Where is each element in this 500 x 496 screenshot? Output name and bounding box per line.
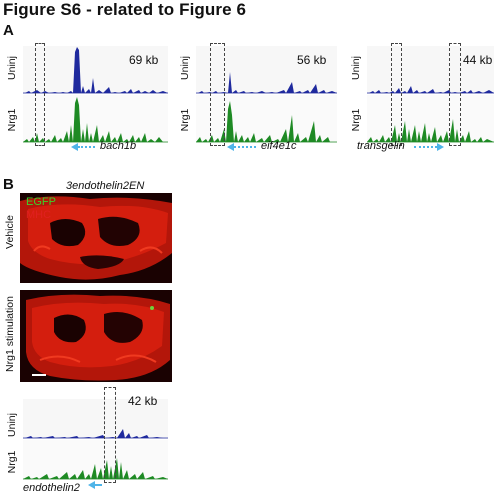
- nrg1-signal: [367, 119, 494, 143]
- highlight-box: [210, 43, 225, 146]
- panel-b-label: B: [3, 176, 14, 193]
- scale-bar: [32, 374, 46, 376]
- uninj-signal: [23, 429, 168, 439]
- gene-label: eif4e1c: [261, 140, 297, 152]
- nrg1-image: [20, 290, 172, 382]
- scale-kb: 42 kb: [128, 394, 158, 408]
- gene-direction-line: [78, 146, 95, 148]
- arrow-left-icon: [227, 143, 234, 151]
- row-label-uninj: Uninj: [6, 413, 18, 437]
- row-label-uninj: Uninj: [350, 56, 362, 80]
- highlight-box: [35, 43, 45, 146]
- legend-egfp: EGFP: [26, 196, 56, 208]
- row-label-uninj: Uninj: [6, 56, 18, 80]
- nrg1-signal: [23, 458, 168, 480]
- nrg1-track: [367, 95, 494, 143]
- uninj-signal: [196, 72, 337, 94]
- scale-kb: 44 kb: [463, 53, 493, 67]
- row-label-nrg1: Nrg1: [350, 108, 362, 132]
- gene-direction-line: [234, 146, 256, 148]
- nrg1-track: [23, 95, 168, 143]
- arrow-right-icon: [437, 143, 444, 151]
- vehicle-image: EGFP MHC: [20, 193, 172, 283]
- row-label-nrg1: Nrg1: [6, 108, 18, 132]
- scale-kb: 69 kb: [129, 53, 159, 67]
- scale-kb: 56 kb: [297, 53, 327, 67]
- heart-section-nrg1: [20, 290, 172, 382]
- gene-label: endothelin2: [23, 482, 80, 494]
- gene-direction-line: [414, 146, 437, 148]
- gene-label: transgelin: [357, 140, 405, 152]
- heart-section-vehicle: [20, 193, 172, 283]
- highlight-box: [449, 43, 461, 146]
- gene-label: bach1b: [100, 140, 137, 152]
- nrg1-signal: [23, 97, 168, 143]
- uninj-signal: [23, 47, 168, 94]
- uninj-track: [196, 46, 337, 94]
- figure-title: Figure S6 - related to Figure 6: [3, 0, 247, 19]
- legend-mhc: MHC: [26, 209, 52, 221]
- uninj-track: [23, 399, 168, 439]
- highlight-box: [104, 387, 116, 483]
- highlight-box: [391, 43, 402, 146]
- gene-direction-line: [95, 484, 102, 486]
- panel-a-label: A: [3, 22, 14, 39]
- uninj-track: [367, 46, 494, 94]
- nrg1-signal: [196, 101, 337, 143]
- arrow-left-icon: [88, 481, 95, 489]
- arrow-left-icon: [71, 143, 78, 151]
- construct-label: 3endothelin2EN: [66, 180, 145, 192]
- row-label-nrg1: Nrg1: [6, 450, 18, 474]
- row-label-nrg1: Nrg1: [179, 108, 191, 132]
- uninj-signal: [367, 86, 494, 94]
- uninj-track: [23, 46, 168, 94]
- row-label-uninj: Uninj: [179, 56, 191, 80]
- nrg1-track: [23, 440, 168, 480]
- nrg1-track: [196, 95, 337, 143]
- image-label-nrg1-stimulation: Nrg1 stimulation: [4, 296, 16, 372]
- image-label-vehicle: Vehicle: [4, 215, 16, 249]
